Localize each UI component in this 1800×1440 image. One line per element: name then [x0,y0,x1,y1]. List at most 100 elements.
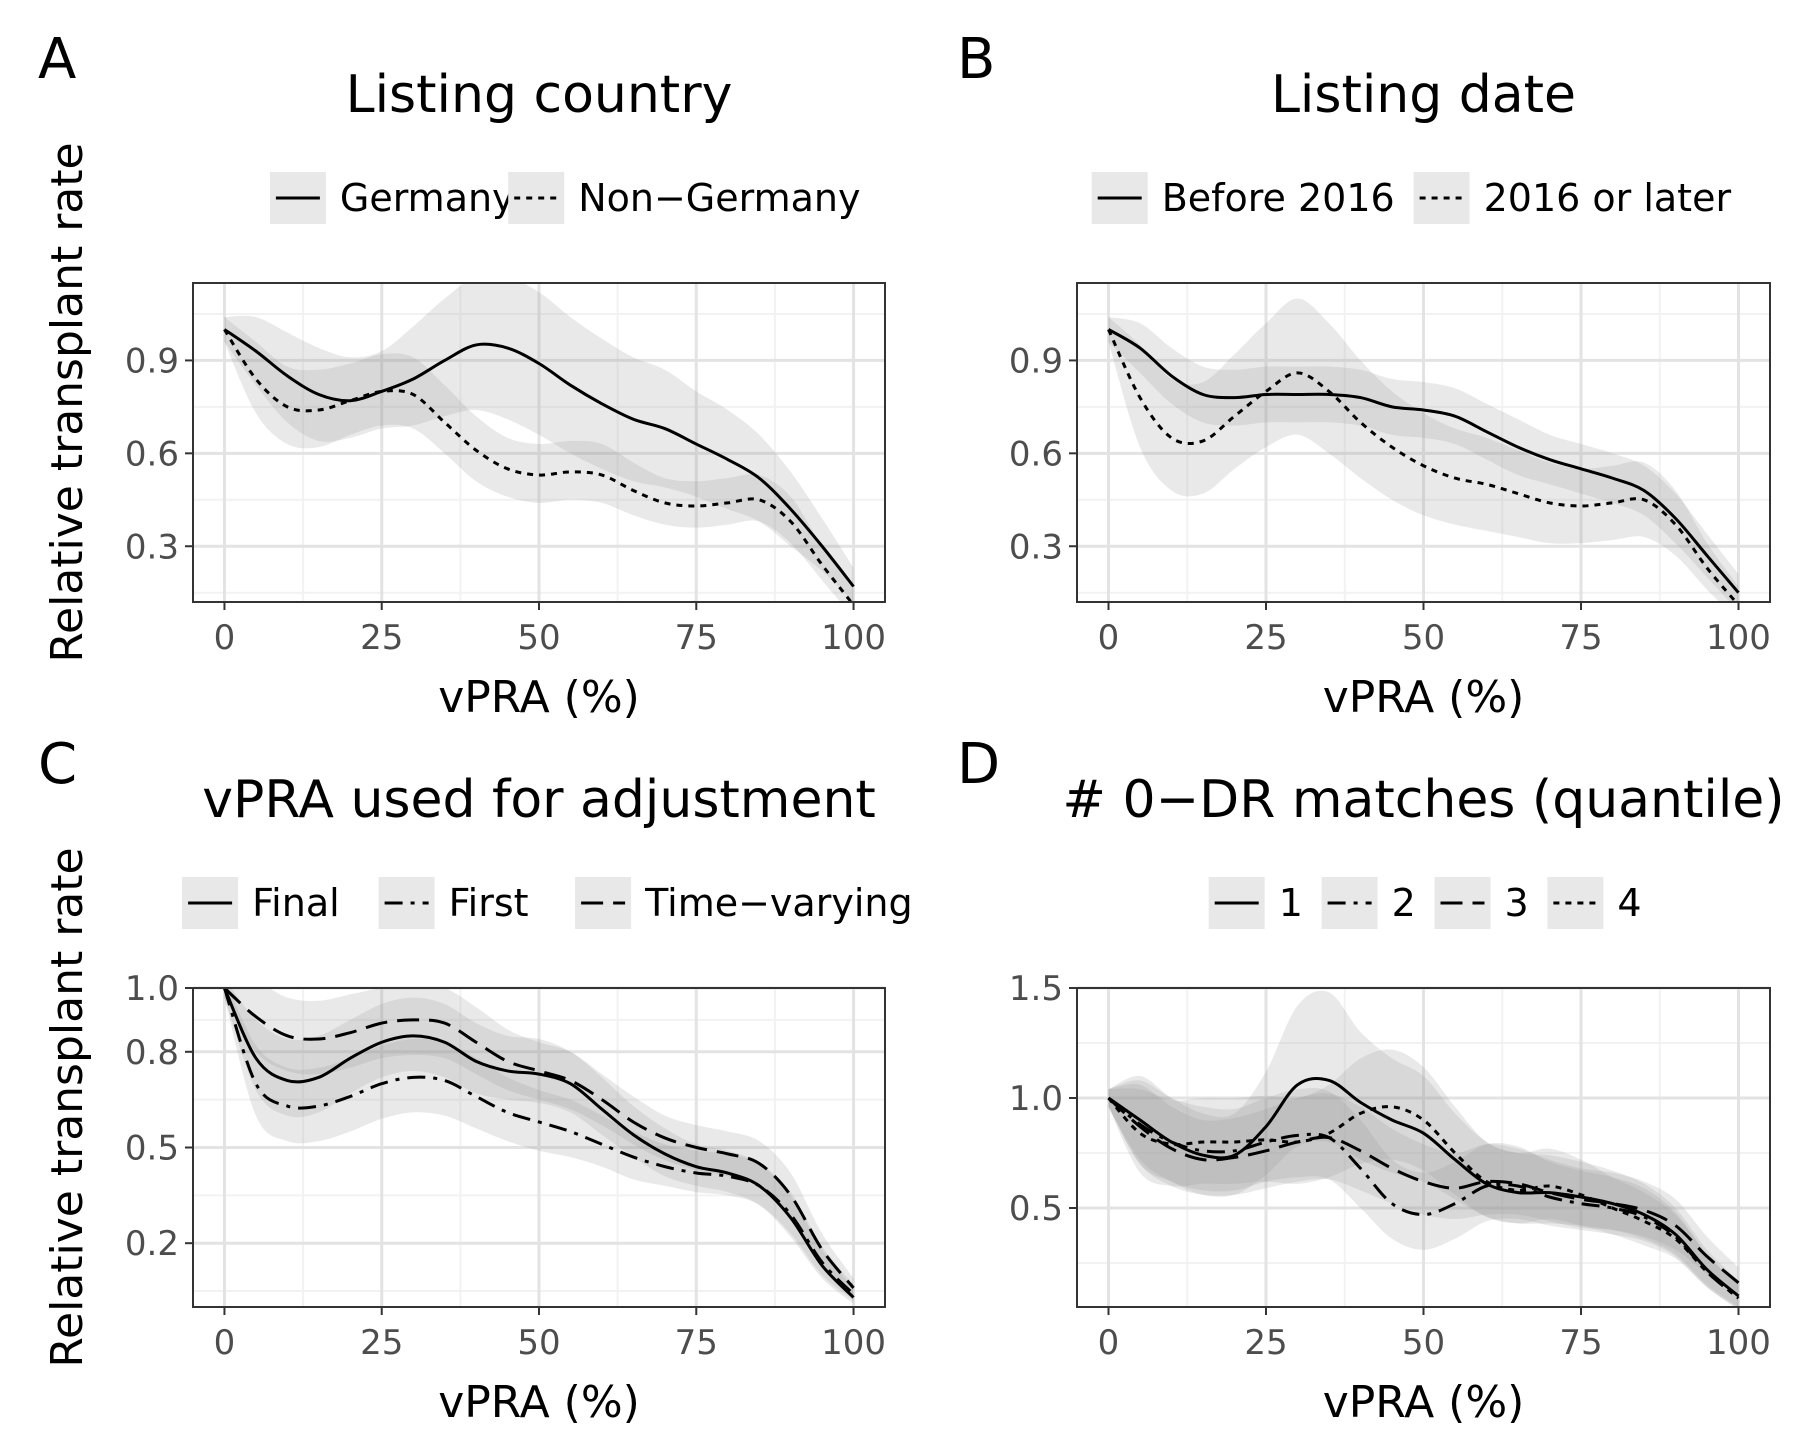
x-tick-label: 50 [1402,618,1445,658]
y-axis-title: Relative transplant rate [42,847,93,1367]
x-tick-label: 75 [1559,1323,1602,1363]
grid [1077,283,1770,602]
axes: 0 25 50 75 100 0.3 0.6 0.9 [1009,341,1771,658]
panel-letter: C [38,732,77,797]
legend-item: Non−Germany [508,172,860,224]
legend-item: Time−varying [575,877,913,929]
y-tick-label: 1.0 [1009,1079,1063,1119]
axes: 0 25 50 75 100 0.3 0.6 0.9 [125,341,886,658]
series-band [1108,298,1739,602]
legend-label: 2016 or later [1484,176,1732,220]
legend: Final First Time−varying [182,877,913,929]
series-line [223,988,855,1299]
x-tick-label: 0 [1098,618,1120,658]
series-lines [1107,328,1740,602]
y-tick-label: 0.6 [1009,434,1063,474]
series-band [224,317,854,602]
legend-label: Germany [340,176,515,220]
panel-title: vPRA used for adjustment [202,770,876,830]
series-band [1108,1080,1739,1307]
y-tick-label: 0.5 [1009,1189,1063,1229]
x-tick-label: 50 [517,1323,560,1363]
panel-d: D # 0−DR matches (quantile) 1 2 3 4 0 25 50 75 100… [957,732,1785,1428]
series-lines [1107,1076,1740,1300]
x-tick-label: 75 [675,618,718,658]
y-tick-label: 0.5 [125,1129,179,1169]
confidence-bands [1108,990,1739,1307]
legend-item: 2016 or later [1413,172,1732,224]
panel-title: # 0−DR matches (quantile) [1062,770,1784,830]
legend-label: 2 [1392,881,1416,925]
confidence-bands [224,988,854,1304]
x-tick-label: 25 [1244,1323,1287,1363]
legend: 1 2 3 4 [1208,877,1642,929]
y-tick-label: 1.5 [1009,969,1063,1009]
series-line [223,328,855,588]
y-tick-label: 0.6 [125,434,179,474]
series-band [1108,1084,1739,1296]
legend-item: Final [182,877,340,929]
legend-label: 1 [1279,881,1303,925]
legend-label: Final [252,881,340,925]
series-line [1107,1076,1740,1298]
legend-label: 4 [1617,881,1641,925]
series-line [223,988,855,1296]
panel-title: Listing country [346,65,733,125]
panel-a: A Listing country Germany Non−Germany 0 25 50 7… [38,27,886,723]
series-band [224,283,854,602]
series-line [1107,1096,1740,1300]
x-tick-label: 100 [821,618,886,658]
y-axis-title: Relative transplant rate [42,142,93,662]
x-tick-label: 75 [675,1323,718,1363]
x-tick-label: 0 [214,618,236,658]
series-line [1107,328,1738,602]
series-line [1107,1097,1740,1300]
series-line [1107,328,1740,594]
panel-title: Listing date [1271,65,1576,125]
x-axis-title: vPRA (%) [438,1377,640,1428]
x-tick-label: 25 [1244,618,1287,658]
x-tick-label: 25 [360,1323,403,1363]
series-band [224,988,854,1298]
legend-label: Non−Germany [578,176,860,220]
y-tick-label: 0.3 [125,527,179,567]
y-tick-label: 0.9 [125,341,179,381]
legend-item: 3 [1434,877,1529,929]
x-axis-title: vPRA (%) [438,672,640,723]
series-band [1108,990,1739,1307]
legend: Before 2016 2016 or later [1091,172,1732,224]
axes: 0 25 50 75 100 0.5 1.0 1.5 [1009,969,1771,1363]
legend: Germany Non−Germany [269,172,860,224]
x-tick-label: 75 [1559,618,1602,658]
legend-item: Germany [269,172,515,224]
panel-letter: D [957,732,1000,797]
y-tick-label: 0.2 [125,1224,179,1264]
y-tick-label: 0.3 [1009,527,1063,567]
series-band [224,988,854,1304]
x-tick-label: 100 [1706,1323,1771,1363]
legend-item: 1 [1208,877,1303,929]
x-axis-title: vPRA (%) [1323,1377,1525,1428]
legend-item: Before 2016 [1091,172,1395,224]
confidence-bands [224,283,854,602]
legend-label: Before 2016 [1162,176,1395,220]
panel-letter: B [957,27,995,92]
legend-item: 2 [1321,877,1416,929]
x-tick-label: 50 [1402,1323,1445,1363]
panel-b: B Listing date Before 2016 2016 or later 0 25… [957,27,1771,723]
series-band [1108,317,1739,602]
x-axis-title: vPRA (%) [1323,672,1525,723]
series-line [1107,1096,1740,1284]
legend-item: 4 [1547,877,1642,929]
x-tick-label: 0 [1098,1323,1120,1363]
legend-item: First [378,877,529,929]
legend-label: Time−varying [644,881,912,925]
x-tick-label: 100 [821,1323,886,1363]
series-lines [223,988,855,1299]
series-band [1108,1049,1739,1307]
series-lines [223,328,855,602]
series-band [224,988,854,1301]
y-tick-label: 1.0 [125,969,179,1009]
